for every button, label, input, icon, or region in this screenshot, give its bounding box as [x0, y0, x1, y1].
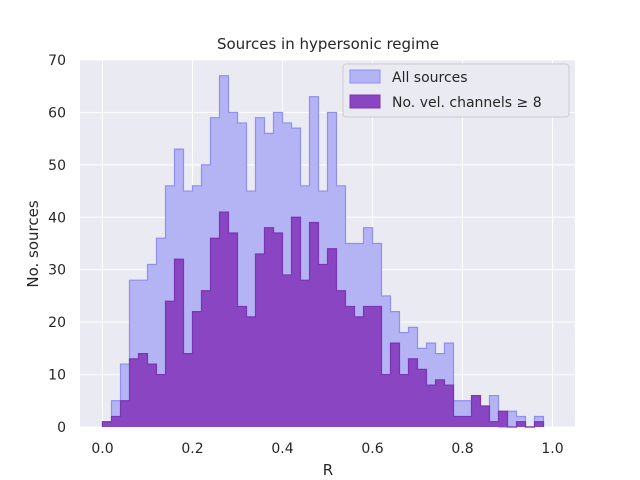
y-tick-label: 20: [48, 315, 66, 331]
histogram-bar: [426, 385, 436, 427]
histogram-bar: [183, 353, 193, 427]
histogram-bar: [111, 400, 121, 427]
legend-box: [342, 63, 570, 118]
histogram-bar: [309, 222, 319, 427]
histogram-bar: [174, 259, 184, 427]
histogram-bar: [237, 122, 247, 428]
histogram-bar: [120, 364, 130, 427]
histogram-bar: [129, 280, 139, 427]
histogram-bar: [120, 400, 130, 427]
histogram-bar: [498, 411, 508, 427]
histogram-bar: [228, 233, 238, 427]
legend-swatch-vel-channels: [349, 94, 381, 109]
histogram-bar: [246, 191, 256, 427]
y-tick-label: 0: [57, 420, 66, 436]
histogram-bar: [165, 301, 175, 427]
y-axis-label: No. sources: [24, 200, 42, 287]
histogram-bar: [237, 306, 247, 427]
histogram-bar: [471, 395, 481, 427]
histogram-bar: [453, 416, 463, 427]
x-axis-label: R: [323, 461, 333, 479]
histogram-bar: [408, 358, 418, 427]
histogram-bar: [354, 316, 364, 427]
x-tick-label: 0.4: [271, 441, 293, 457]
histogram-bar: [192, 185, 202, 427]
histogram-bar: [381, 295, 391, 427]
histogram-bar: [138, 353, 148, 427]
histogram-bar: [507, 411, 517, 427]
histogram-bar: [336, 290, 346, 427]
histogram-bar: [201, 290, 211, 427]
chart-title: Sources in hypersonic regime: [217, 35, 439, 53]
legend-label-vel-channels: No. vel. channels ≥ 8: [392, 95, 542, 111]
histogram-bar: [516, 421, 526, 427]
histogram-bar: [453, 400, 463, 427]
histogram-bar: [246, 316, 256, 427]
legend-swatch-all-sources: [349, 69, 381, 84]
histogram-bar: [183, 191, 193, 427]
histogram-bar: [390, 343, 400, 427]
histogram-bar: [462, 416, 472, 427]
histogram-bar: [102, 421, 112, 427]
histogram-bar: [156, 374, 166, 427]
histogram-bar: [282, 274, 292, 427]
y-tick-label: 40: [48, 210, 66, 226]
x-tick-label: 0.6: [361, 441, 383, 457]
histogram-bar: [345, 306, 355, 427]
histogram-bar: [399, 374, 409, 427]
histogram-bar: [273, 233, 283, 427]
histogram-bar: [417, 369, 427, 427]
histogram-bar: [435, 379, 445, 427]
histogram-bar: [129, 358, 139, 427]
y-tick-label: 30: [48, 263, 66, 279]
histogram-bar: [156, 238, 166, 427]
y-tick-label: 10: [48, 368, 66, 384]
series-layer: [101, 75, 545, 428]
histogram-bar: [444, 385, 454, 427]
histogram-bar: [327, 248, 337, 427]
y-tick-label: 50: [48, 158, 66, 174]
x-tick-label: 0.8: [451, 441, 473, 457]
histogram-bar: [381, 374, 391, 427]
histogram-bar: [318, 264, 328, 427]
y-tick-label: 60: [48, 105, 66, 121]
histogram-bar: [534, 421, 544, 427]
y-tick-label: 70: [48, 53, 66, 69]
x-tick-label: 0.2: [181, 441, 203, 457]
tick-labels: 0.0 0.2 0.4 0.6 0.8 1.0 0 10 20 30 40 50 60 70: [48, 53, 563, 457]
histogram-bar: [363, 306, 373, 427]
histogram-bar: [264, 227, 274, 427]
histogram-bar: [291, 217, 301, 427]
series-1: [101, 211, 545, 428]
histogram-bar: [255, 253, 265, 427]
x-tick-label: 0.0: [91, 441, 113, 457]
histogram-step-outline: [101, 211, 545, 428]
histogram-bar: [210, 238, 220, 427]
histogram-bar: [300, 280, 310, 427]
histogram-bar: [219, 212, 229, 427]
histogram-bar: [480, 406, 490, 427]
histogram-bar: [489, 421, 499, 427]
histogram-bar: [192, 311, 202, 427]
x-tick-label: 1.0: [541, 441, 563, 457]
histogram-bar: [372, 306, 382, 427]
histogram-bar: [111, 416, 121, 427]
histogram-bar: [147, 364, 157, 427]
legend-label-all-sources: All sources: [392, 70, 468, 86]
legend: All sources No. vel. channels ≥ 8: [342, 63, 570, 118]
histogram-bar: [462, 400, 472, 427]
histogram-bar: [489, 395, 499, 427]
histogram-bar: [147, 264, 157, 427]
